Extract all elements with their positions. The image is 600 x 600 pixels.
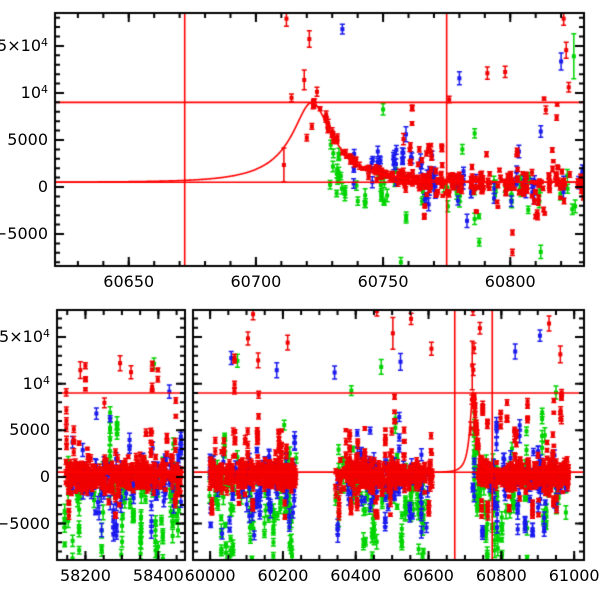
- x-tick-label: 60700: [230, 272, 282, 291]
- y-tick-label: 5000: [7, 129, 48, 149]
- y-tick-label: 104: [20, 82, 48, 102]
- y-tick-label: 1.5×104: [0, 35, 48, 55]
- y-tick-label: 0: [39, 466, 50, 486]
- x-tick-label: 60750: [357, 272, 409, 291]
- y-tick-label: −5000: [0, 513, 50, 533]
- x-tick-label: 61000: [548, 566, 600, 585]
- y-tick-label: 0: [37, 176, 48, 196]
- x-tick-label: 58400: [132, 566, 184, 585]
- y-tick-label: 5000: [9, 420, 50, 440]
- x-tick-label: 60650: [103, 272, 155, 291]
- x-tick-label: 60800: [484, 272, 536, 291]
- x-tick-label: 58200: [59, 566, 111, 585]
- x-tick-label: 60600: [403, 566, 454, 585]
- x-tick-label: 60200: [257, 566, 309, 585]
- y-tick-label: 104: [22, 373, 50, 393]
- x-tick-label: 60000: [184, 566, 236, 585]
- x-tick-label: 60800: [475, 566, 527, 585]
- y-tick-label: 1.5×104: [0, 327, 50, 347]
- y-tick-label: −5000: [0, 224, 48, 244]
- x-tick-label: 60400: [330, 566, 382, 585]
